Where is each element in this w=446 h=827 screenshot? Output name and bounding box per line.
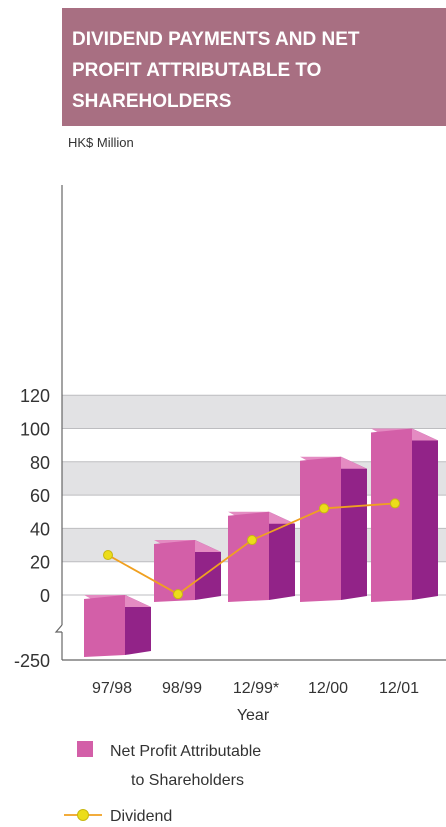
axis-break-mark [54, 624, 63, 633]
dividend-point-2 [247, 535, 257, 546]
legend-bar-label-line1: Net Profit Attributable [110, 743, 261, 760]
dividend-point-0 [103, 550, 113, 561]
dividend-point-1 [173, 589, 183, 600]
bar-front [228, 511, 269, 602]
axis-labels: HK$ Million 120 100 80 60 40 20 0 -250 97/98 98/99… [14, 135, 419, 724]
y-tick-label: 0 [40, 586, 50, 606]
dividend-point-4 [390, 498, 400, 509]
bar-front [300, 456, 341, 602]
x-tick-label: 12/00 [308, 680, 348, 697]
legend-line-label: Dividend [110, 808, 172, 825]
x-tick-label: 98/99 [162, 680, 202, 697]
bar-side [412, 428, 438, 600]
y-unit-label: HK$ Million [68, 135, 134, 150]
bar-series [84, 428, 438, 657]
x-tick-label: 12/01 [379, 680, 419, 697]
bar-side [195, 540, 221, 600]
legend-bar-label-line2: to Shareholders [131, 772, 244, 789]
dividend-series [103, 498, 400, 600]
bar-2 [228, 511, 295, 602]
y-tick-label: 100 [20, 420, 50, 440]
chart-title-line-3: SHAREHOLDERS [72, 91, 232, 112]
chart-title-line-2: PROFIT ATTRIBUTABLE TO [72, 60, 322, 81]
chart-title-line-1: DIVIDEND PAYMENTS AND NET [72, 29, 360, 50]
x-tick-label: 97/98 [92, 680, 132, 697]
bar-side [125, 595, 151, 655]
bar-side [341, 456, 367, 600]
bar-side [269, 511, 295, 600]
y-tick-label: 80 [30, 453, 50, 473]
chart-title-box: DIVIDEND PAYMENTS AND NET PROFIT ATTRIBU… [62, 8, 446, 126]
dividend-point-3 [319, 503, 329, 514]
y-tick-label: -250 [14, 651, 50, 671]
axes [54, 185, 446, 661]
y-tick-label: 20 [30, 553, 50, 573]
bar-3 [300, 456, 367, 602]
legend: Net Profit Attributable to Shareholders Di… [64, 741, 261, 825]
legend-bar-swatch [77, 741, 93, 757]
y-tick-label: 60 [30, 486, 50, 506]
bar-4 [371, 428, 438, 602]
bar-front [84, 595, 125, 657]
legend-line-marker [77, 809, 89, 821]
y-tick-label: 120 [20, 386, 50, 406]
x-axis-title: Year [237, 707, 270, 724]
y-tick-label: 40 [30, 519, 50, 539]
bar-0 [84, 595, 151, 657]
band-0 [62, 395, 446, 429]
x-tick-label: 12/99* [233, 680, 279, 697]
bar-front [371, 428, 412, 602]
